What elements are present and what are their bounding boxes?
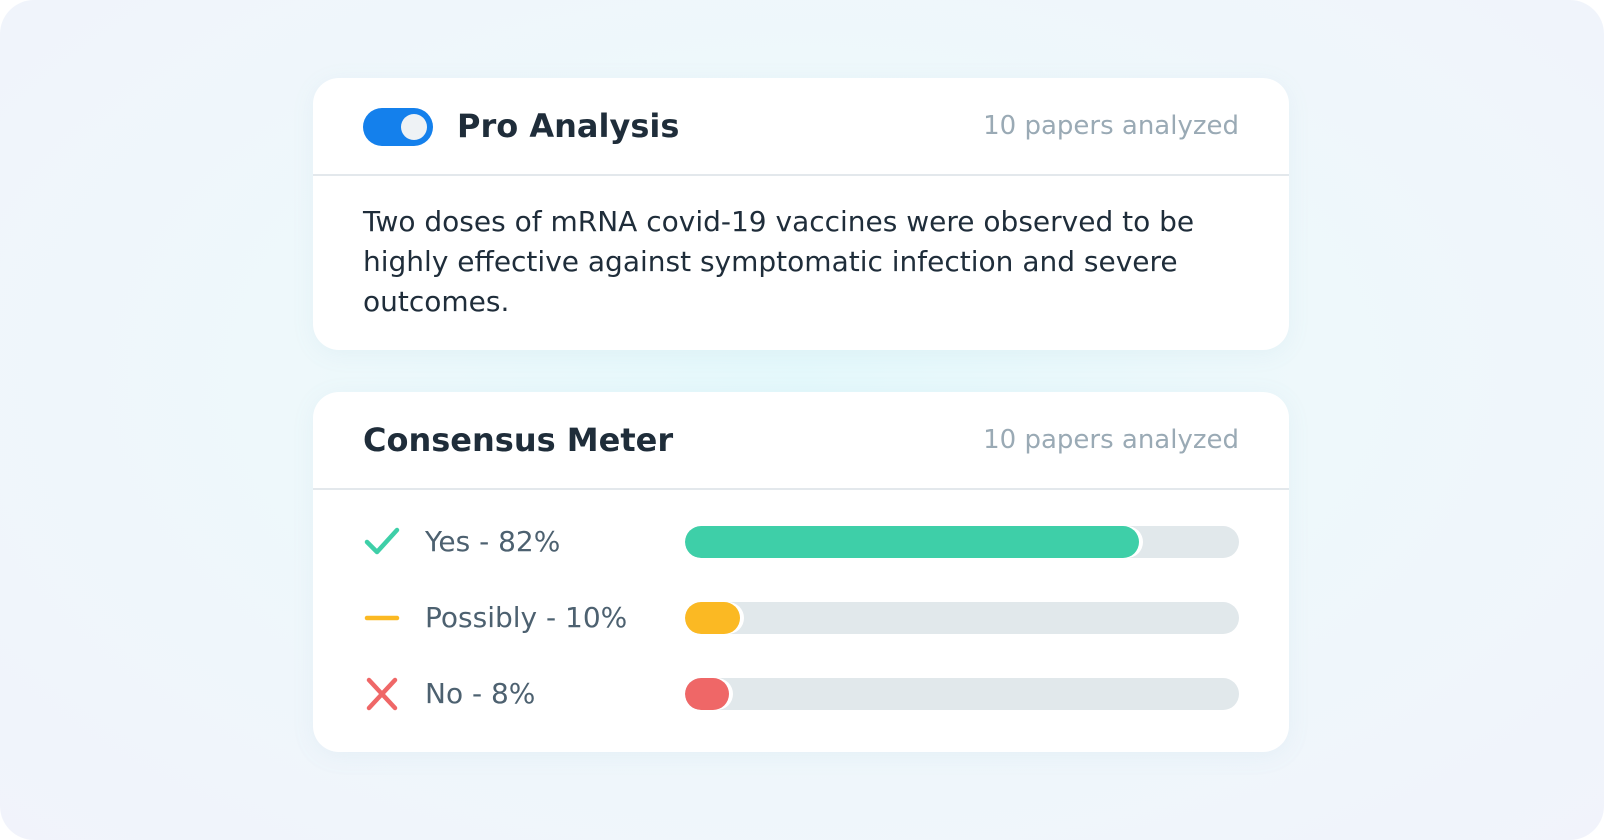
row-icon: [364, 527, 400, 555]
row-label: Possibly - 10%: [425, 601, 628, 634]
card-header: Consensus Meter 10 papers analyzed: [313, 392, 1289, 490]
summary-text: Two doses of mRNA covid-19 vaccines were…: [363, 205, 1195, 318]
meter-row: No - 8%: [313, 674, 1289, 714]
bar-track: [685, 526, 1239, 558]
row-label: Yes - 82%: [425, 525, 561, 558]
bar-track: [685, 602, 1239, 634]
bar-fill: [685, 602, 741, 634]
toggle-knob: [401, 114, 427, 140]
row-label: No - 8%: [425, 677, 536, 710]
papers-count: 10 papers analyzed: [983, 425, 1239, 455]
papers-count: 10 papers analyzed: [983, 111, 1239, 141]
card-title: Consensus Meter: [363, 421, 674, 459]
pro-toggle[interactable]: [363, 108, 433, 146]
bar-track: [685, 678, 1239, 710]
card-header: Pro Analysis 10 papers analyzed: [313, 78, 1289, 176]
meter-row: Yes - 82%: [313, 522, 1289, 562]
bar-fill: [685, 678, 730, 710]
consensus-card: Consensus Meter 10 papers analyzed Yes -…: [313, 392, 1289, 752]
bar-fill: [685, 526, 1140, 558]
card-title: Pro Analysis: [457, 107, 680, 145]
row-icon: [366, 677, 398, 711]
row-icon: [364, 615, 400, 621]
pro-analysis-card: Pro Analysis 10 papers analyzed Two dose…: [313, 78, 1289, 350]
meter-row: Possibly - 10%: [313, 598, 1289, 638]
